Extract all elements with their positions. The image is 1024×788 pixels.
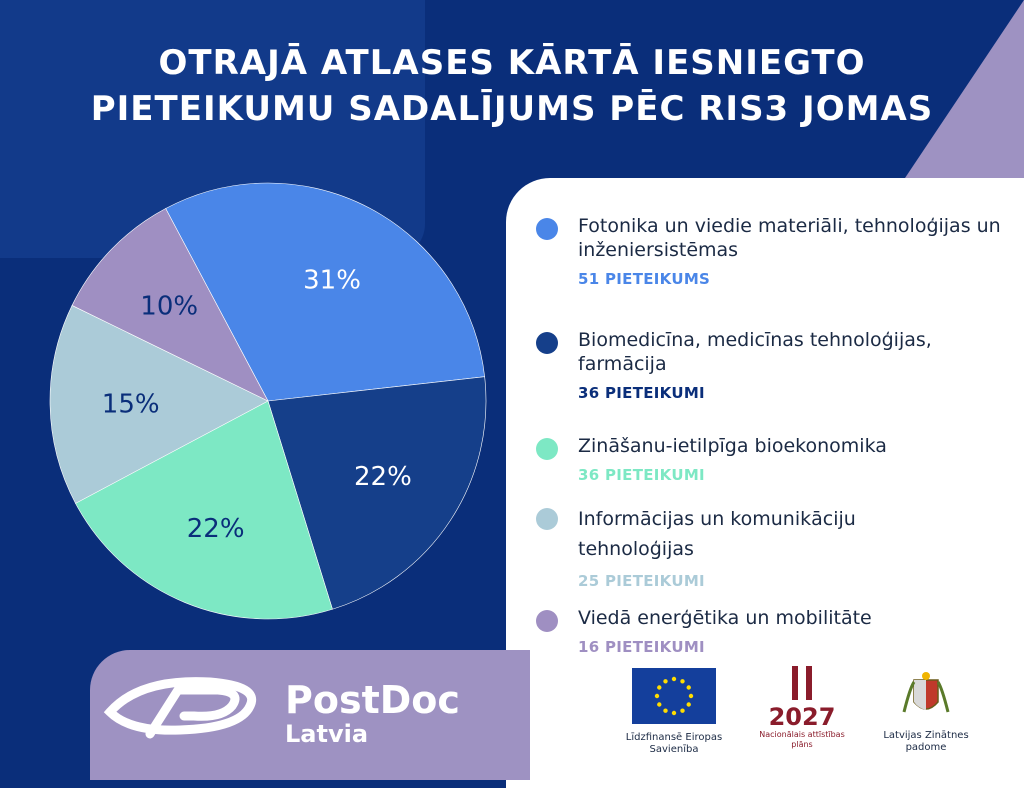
pie-slice-bioeconomy: [75, 400, 333, 620]
eu-star-icon: [680, 679, 685, 684]
legend-item-photonics: Fotonika un viedie materiāli, tehnoloģij…: [536, 214, 1006, 288]
legend-item-bioeconomy: Zināšanu-ietilpīga bioekonomika 36 PIETE…: [536, 434, 1006, 484]
eu-star-icon: [671, 710, 677, 716]
nap-text: Nacionālais attīstības plāns: [759, 730, 845, 749]
brand-logo-area: PostDoc Latvia: [0, 650, 530, 780]
title-line-2: PIETEIKUMU SADALĪJUMS PĒC RIS3 JOMAS: [90, 89, 934, 129]
eu-star-icon: [663, 679, 668, 684]
title-line-1: OTRAJĀ ATLASES KĀRTĀ IESNIEGTO: [158, 43, 866, 83]
pie-slice-ict: [49, 305, 269, 504]
legend-dot-photonics: [536, 218, 558, 240]
pie-label-ict: 15%: [102, 389, 160, 419]
lzp-text: Latvijas Zinātnes padome: [883, 730, 969, 753]
legend-count: 16 PIETEIKUMI: [578, 638, 705, 656]
brand-name: PostDoc: [285, 678, 460, 722]
legend-label: Fotonika un viedie materiāli, tehnoloģij…: [578, 215, 1001, 261]
legend-dot-bioeconomy: [536, 438, 558, 460]
eu-star-icon: [657, 685, 662, 690]
nap-year: 2027: [768, 703, 836, 731]
eu-star-icon: [686, 685, 691, 690]
eu-star-icon: [686, 702, 691, 707]
legend-dot-energy: [536, 610, 558, 632]
legend-panel: Fotonika un viedie materiāli, tehnoloģij…: [506, 178, 1024, 788]
pie-slice-photonics: [165, 182, 485, 402]
legend-label: Viedā enerģētika un mobilitāte: [578, 607, 872, 629]
nap-logo: 2027 Nacionālais attīstības plāns: [752, 666, 852, 750]
nap-bars-icon: [792, 666, 812, 700]
pie-label-bioeconomy: 22%: [187, 514, 245, 544]
legend-count: 36 PIETEIKUMI: [578, 384, 705, 402]
eu-flag-icon: [632, 668, 716, 724]
legend-count: 25 PIETEIKUMI: [578, 572, 705, 590]
eu-star-icon: [654, 693, 660, 699]
pie-slice-energy: [71, 208, 269, 402]
pie-slice-biomedicine: [267, 376, 487, 610]
legend-label: Zināšanu-ietilpīga bioekonomika: [578, 435, 887, 457]
brand-sub: Latvia: [285, 720, 369, 748]
pie-chart: 31% 22% 22% 15% 10%: [49, 182, 487, 620]
lzp-logo: Latvijas Zinātnes padome: [876, 668, 976, 754]
legend-item-energy: Viedā enerģētika un mobilitāte 16 PIETEI…: [536, 606, 1006, 656]
pie-label-photonics: 31%: [303, 266, 361, 296]
pie-label-biomedicine: 22%: [354, 462, 412, 492]
legend-count: 51 PIETEIKUMS: [578, 270, 711, 288]
legend-label: Informācijas un komunikāciju tehnoloģija…: [578, 508, 856, 560]
eu-star-icon: [680, 708, 685, 713]
eu-cofunding-logo: Līdzfinansē Eiropas Savienība: [624, 668, 724, 756]
postdoc-logo-icon: [103, 677, 257, 739]
eu-star-icon: [663, 708, 668, 713]
brand-text: PostDoc Latvia: [285, 680, 460, 748]
legend-dot-biomedicine: [536, 332, 558, 354]
eu-star-icon: [671, 676, 677, 682]
corner-decoration: [905, 0, 1024, 178]
legend-label: Biomedicīna, medicīnas tehnoloģijas, far…: [578, 329, 932, 375]
pie-label-energy: 10%: [140, 292, 198, 322]
legend-dot-ict: [536, 508, 558, 530]
legend-item-biomedicine: Biomedicīna, medicīnas tehnoloģijas, far…: [536, 328, 1006, 402]
legend-item-ict: Informācijas un komunikāciju tehnoloģija…: [536, 504, 1006, 590]
legend-count: 36 PIETEIKUMI: [578, 466, 705, 484]
page-title: OTRAJĀ ATLASES KĀRTĀ IESNIEGTO PIETEIKUM…: [0, 40, 1024, 132]
eu-star-icon: [657, 702, 662, 707]
eu-cofunding-text: Līdzfinansē Eiropas Savienība: [625, 732, 723, 755]
coat-of-arms-icon: [902, 672, 950, 713]
eu-star-icon: [688, 693, 694, 699]
